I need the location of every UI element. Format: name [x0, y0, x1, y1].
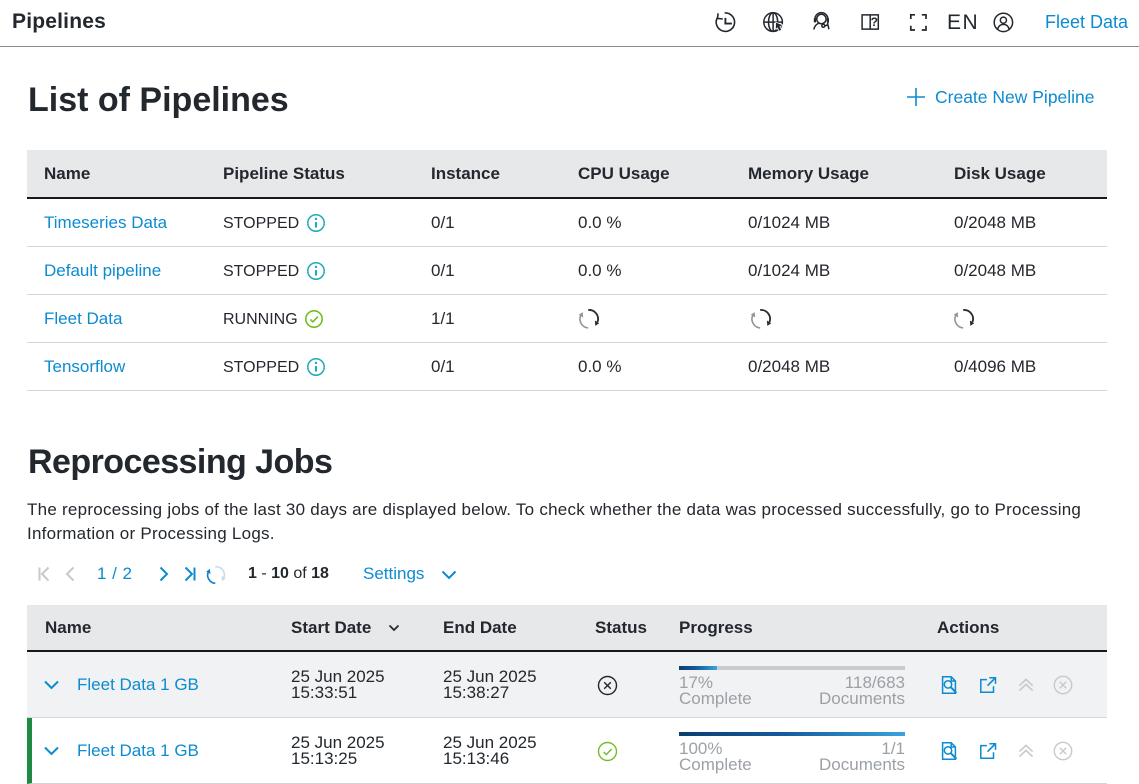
svg-text:?: ?	[871, 15, 878, 29]
